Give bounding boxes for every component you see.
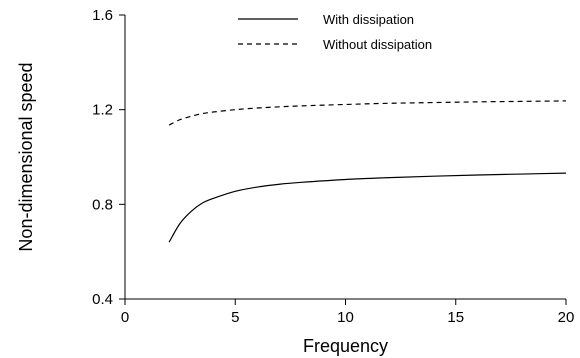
x-tick-label-1: 5 — [231, 309, 239, 326]
y-ticks: 0.4 0.8 1.2 1.6 — [92, 7, 125, 308]
x-ticks: 0 5 10 15 20 — [121, 299, 575, 326]
legend-label-with-dissipation: With dissipation — [323, 12, 414, 27]
y-tick-label-2: 1.2 — [92, 102, 113, 119]
y-axis-label: Non-dimensional speed — [16, 62, 36, 251]
y-tick-label-3: 1.6 — [92, 7, 113, 24]
x-tick-label-2: 10 — [337, 309, 354, 326]
x-tick-label-3: 15 — [447, 309, 464, 326]
legend: With dissipation Without dissipation — [238, 12, 432, 52]
series-line-without-dissipation — [168, 100, 567, 126]
x-tick-label-0: 0 — [121, 309, 129, 326]
series-group — [168, 100, 567, 243]
legend-label-without-dissipation: Without dissipation — [323, 37, 432, 52]
y-tick-label-0: 0.4 — [92, 291, 113, 308]
y-tick-label-1: 0.8 — [92, 196, 113, 213]
series-line-with-dissipation — [168, 172, 567, 243]
x-tick-label-4: 20 — [558, 309, 575, 326]
x-axis-label: Frequency — [303, 336, 388, 356]
